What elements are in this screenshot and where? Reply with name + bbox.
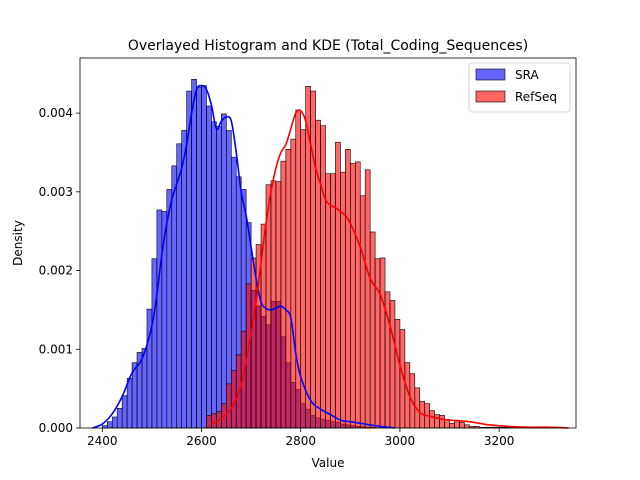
- refseq-kde-line: [211, 109, 569, 429]
- refseq-bar: [226, 383, 232, 429]
- y-tick-label: 0.004: [39, 106, 73, 120]
- y-tick-label: 0.002: [39, 264, 73, 278]
- sra-bar: [126, 378, 133, 429]
- refseq-bar: [434, 414, 440, 429]
- refseq-bar: [394, 319, 401, 429]
- sra-bar: [221, 113, 227, 429]
- refseq-bar: [295, 109, 302, 429]
- x-axis-ticks: 2400 2600 2800 3000 3200: [87, 428, 514, 448]
- sra-bar: [121, 395, 128, 429]
- x-tick-label: 2600: [186, 434, 217, 448]
- sra-bar: [171, 165, 178, 429]
- refseq-bar: [429, 410, 435, 429]
- refseq-bar: [330, 173, 336, 429]
- sra-bar: [181, 130, 187, 429]
- refseq-bar: [280, 160, 287, 429]
- sra-bar: [191, 78, 197, 429]
- refseq-bar: [369, 231, 376, 429]
- refseq-bar: [389, 300, 396, 429]
- sra-bar: [106, 421, 113, 429]
- refseq-bar: [290, 138, 297, 429]
- sra-bar: [151, 258, 158, 429]
- refseq-bar: [454, 420, 460, 429]
- x-tick-label: 2400: [87, 434, 118, 448]
- refseq-bar: [211, 413, 217, 429]
- sra-bar: [196, 86, 202, 429]
- x-tick-label: 3000: [385, 434, 416, 448]
- refseq-bar: [275, 181, 282, 429]
- sra-bar: [216, 126, 222, 429]
- refseq-bar: [439, 415, 445, 429]
- refseq-bar: [335, 141, 341, 429]
- refseq-bar: [449, 422, 455, 429]
- refseq-bar: [379, 257, 386, 429]
- y-tick-label: 0.000: [39, 421, 73, 435]
- y-tick-label: 0.003: [39, 185, 73, 199]
- refseq-bar: [464, 424, 470, 429]
- refseq-bar: [270, 180, 277, 429]
- sra-bar: [166, 189, 173, 429]
- sra-kde-line: [92, 84, 396, 429]
- legend: SRA RefSeq: [468, 62, 571, 113]
- sra-bar: [161, 211, 168, 429]
- y-axis-ticks: 0.000 0.001 0.002 0.003 0.004: [39, 106, 80, 435]
- refseq-bar: [250, 257, 257, 429]
- y-axis-title: Density: [11, 220, 25, 266]
- refseq-bar: [359, 195, 366, 429]
- sra-bar: [156, 209, 163, 429]
- sra-bar: [211, 121, 217, 429]
- refseq-bar: [340, 171, 346, 429]
- sra-bar: [176, 143, 182, 429]
- refseq-bar: [364, 169, 371, 429]
- x-tick-label: 3200: [484, 434, 515, 448]
- refseq-bar: [206, 415, 212, 429]
- legend-label-sra: SRA: [515, 68, 539, 82]
- plot-frame: [79, 57, 577, 429]
- sra-bar: [111, 416, 118, 429]
- y-tick-label: 0.001: [39, 342, 73, 356]
- sra-bar: [206, 105, 212, 429]
- refseq-bar: [310, 90, 316, 429]
- sra-bar: [226, 130, 232, 429]
- sra-bar: [141, 348, 148, 429]
- refseq-bar: [320, 125, 326, 429]
- legend-swatch-refseq: [475, 90, 506, 103]
- x-tick-label: 2800: [285, 434, 316, 448]
- refseq-bar: [315, 119, 321, 429]
- refseq-bar: [350, 163, 356, 429]
- refseq-bar: [354, 161, 361, 429]
- chart-title: Overlayed Histogram and KDE (Total_Codin…: [128, 38, 528, 54]
- refseq-bar: [374, 258, 381, 429]
- legend-label-refseq: RefSeq: [515, 90, 557, 104]
- refseq-bar: [285, 149, 292, 429]
- sra-bar: [201, 85, 207, 429]
- refseq-bar: [345, 149, 351, 429]
- refseq-bar: [325, 173, 331, 429]
- refseq-bar: [459, 422, 465, 429]
- legend-swatch-sra: [475, 68, 506, 81]
- sra-bar: [116, 408, 123, 429]
- x-axis-title: Value: [312, 456, 345, 470]
